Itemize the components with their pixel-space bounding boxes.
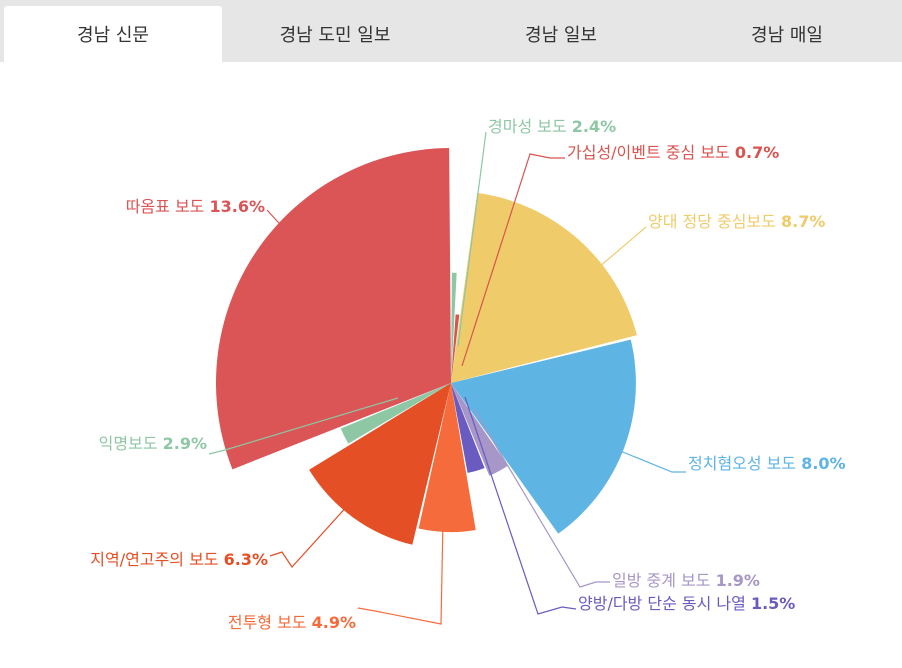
slice-label-name: 경마성 보도: [488, 117, 572, 136]
slice-label: 익명보도 2.9%: [99, 434, 207, 453]
slice-label-value: 6.3%: [224, 550, 268, 569]
slice-label-value: 8.0%: [801, 454, 845, 473]
slice-label: 전투형 보도 4.9%: [228, 613, 356, 632]
slice-label: 정치혐오성 보도 8.0%: [688, 454, 846, 473]
tab-gyeongnam-sinmun[interactable]: 경남 신문: [4, 6, 222, 62]
leader-line: [266, 209, 301, 243]
pie-slice[interactable]: [451, 314, 460, 383]
leader-line: [208, 397, 399, 455]
slice-label-name: 전투형 보도: [228, 613, 312, 632]
slice-label: 경마성 보도 2.4%: [488, 117, 616, 136]
slice-label-name: 지역/연고주의 보도: [90, 550, 223, 569]
tab-gyeongnam-maeil[interactable]: 경남 매일: [751, 25, 823, 46]
leader-line: [357, 467, 445, 625]
pie-chart: 경마성 보도 2.4% 가십성/이벤트 중심 보도 0.7% 양대 정당 중심보도 …: [90, 117, 846, 632]
leader-line: [473, 408, 610, 588]
leader-line: [464, 396, 577, 615]
slice-label-value: 0.7%: [735, 143, 779, 162]
slice-label-value: 13.6%: [209, 197, 265, 216]
leader-line: [269, 471, 379, 568]
slice-label-name: 익명보도: [99, 434, 163, 453]
slice-label: 양방/다방 단순 동시 나열 1.5%: [578, 594, 795, 613]
pie-slice[interactable]: [340, 383, 451, 444]
slice-label: 가십성/이벤트 중심 보도 0.7%: [567, 143, 779, 162]
tab-gyeongnam-domin-ilbo[interactable]: 경남 도민 일보: [279, 25, 391, 46]
pie-slice[interactable]: [451, 192, 637, 383]
slice-label-value: 1.5%: [751, 594, 795, 613]
slice-label-value: 1.9%: [716, 571, 760, 590]
leader-line: [461, 153, 565, 367]
slice-label: 양대 정당 중심보도 8.7%: [648, 212, 825, 231]
leader-line: [457, 131, 487, 347]
slice-label-name: 양방/다방 단순 동시 나열: [578, 594, 751, 613]
pie-slice[interactable]: [451, 339, 636, 534]
slice-label-name: 따옴표 보도: [126, 197, 210, 216]
pie-slice[interactable]: [216, 148, 451, 470]
pie-slice[interactable]: [451, 383, 508, 476]
slice-label-value: 8.7%: [781, 212, 825, 231]
leader-line: [580, 434, 686, 473]
pie-slice[interactable]: [418, 383, 476, 533]
leader-line: [557, 226, 647, 303]
slice-label: 일방 중계 보도 1.9%: [612, 571, 760, 590]
pie-slice[interactable]: [451, 383, 485, 473]
slice-label-name: 양대 정당 중심보도: [648, 212, 781, 231]
slice-label: 따옴표 보도 13.6%: [126, 197, 265, 216]
tab-gyeongnam-ilbo[interactable]: 경남 일보: [525, 25, 597, 46]
tab-bar: 경남 신문 경남 도민 일보 경남 일보 경남 매일: [0, 0, 902, 62]
slice-label-value: 2.9%: [163, 434, 207, 453]
slice-label: 지역/연고주의 보도 6.3%: [90, 550, 268, 569]
slice-label-value: 2.4%: [572, 117, 616, 136]
slice-label-name: 일방 중계 보도: [612, 571, 716, 590]
slice-label-name: 가십성/이벤트 중심 보도: [567, 143, 735, 162]
slice-label-name: 정치혐오성 보도: [688, 454, 801, 473]
pie-slice[interactable]: [309, 383, 451, 545]
slice-label-value: 4.9%: [312, 613, 356, 632]
pie-slice[interactable]: [451, 272, 457, 383]
